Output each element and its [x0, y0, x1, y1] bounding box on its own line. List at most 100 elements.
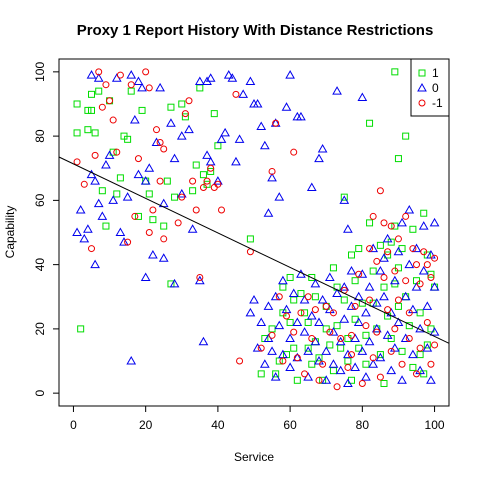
- point-triangle-1-132: [371, 323, 382, 333]
- point-triangle-1-131: [371, 298, 382, 307]
- x-axis-label: Service: [234, 450, 274, 464]
- point-triangle-1-18: [126, 356, 137, 365]
- point-square-0-39: [257, 370, 265, 378]
- point-square-0-33: [199, 171, 207, 179]
- point-triangle-1-54: [245, 76, 256, 85]
- point-circle-2-7: [106, 97, 114, 105]
- point-circle-2-5: [98, 103, 106, 111]
- point-square-0-32: [196, 84, 204, 92]
- point-square-0-83: [366, 219, 374, 227]
- point-triangle-1-133: [375, 266, 386, 275]
- point-circle-2-28: [189, 177, 197, 185]
- point-square-0-115: [423, 341, 431, 349]
- point-square-0-54: [304, 318, 312, 326]
- point-triangle-1-23: [137, 82, 147, 92]
- point-square-0-24: [163, 177, 171, 185]
- point-circle-2-29: [192, 206, 200, 214]
- point-square-0-68: [333, 322, 341, 330]
- point-square-0-69: [337, 344, 345, 352]
- point-triangle-1-13: [108, 195, 119, 204]
- point-triangle-1-129: [368, 243, 379, 253]
- point-circle-2-35: [214, 180, 222, 188]
- point-triangle-1-138: [382, 233, 393, 243]
- point-square-0-84: [366, 119, 374, 127]
- point-circle-2-52: [304, 293, 312, 301]
- point-square-0-22: [149, 216, 157, 224]
- point-triangle-1-88: [285, 333, 295, 343]
- chart-title: Proxy 1 Report History With Distance Res…: [77, 22, 434, 39]
- point-circle-2-96: [416, 280, 424, 288]
- point-triangle-1-113: [339, 314, 350, 323]
- legend-box: [410, 58, 450, 117]
- point-triangle-1-31: [158, 253, 169, 262]
- point-circle-2-25: [178, 193, 186, 201]
- point-triangle-1-36: [176, 131, 187, 140]
- point-triangle-1-152: [408, 349, 418, 359]
- point-circle-2-54: [311, 306, 319, 314]
- point-circle-2-41: [272, 119, 280, 127]
- point-triangle-1-4: [86, 169, 97, 179]
- point-circle-2-72: [369, 212, 377, 220]
- point-triangle-1-144: [393, 317, 404, 326]
- point-triangle-1-136: [379, 291, 389, 301]
- point-triangle-1-100: [310, 278, 321, 288]
- point-triangle-1-70: [332, 86, 342, 95]
- point-triangle-1-71: [339, 195, 350, 204]
- point-circle-2-70: [366, 245, 374, 253]
- point-circle-2-44: [268, 331, 276, 339]
- point-circle-2-61: [337, 335, 345, 343]
- point-circle-2-85: [391, 267, 399, 275]
- point-triangle-1-112: [335, 365, 346, 375]
- point-circle-2-32: [203, 177, 211, 185]
- point-triangle-1-2: [79, 233, 90, 243]
- point-triangle-1-118: [346, 266, 357, 275]
- point-circle-2-14: [134, 155, 142, 163]
- point-triangle-1-41: [198, 336, 209, 346]
- point-triangle-1-5: [86, 70, 97, 79]
- point-circle-2-50: [297, 309, 305, 317]
- point-circle-2-24: [174, 219, 182, 227]
- point-circle-2-76: [376, 187, 384, 195]
- point-square-0-70: [340, 193, 348, 201]
- point-circle-2-38: [236, 357, 244, 365]
- point-circle-2-13: [131, 212, 139, 220]
- point-triangle-1-9: [93, 73, 104, 82]
- point-circle-2-81: [384, 248, 392, 256]
- point-circle-2-37: [232, 90, 240, 98]
- point-square-0-30: [189, 187, 197, 195]
- point-square-0-53: [301, 309, 309, 317]
- point-triangle-1-142: [389, 343, 400, 352]
- legend: 10-1: [410, 58, 450, 117]
- point-triangle-1-16: [119, 237, 129, 246]
- point-circle-2-46: [279, 357, 287, 365]
- point-triangle-1-64: [285, 70, 295, 79]
- y-tick-label-1: 20: [33, 322, 47, 336]
- point-square-0-82: [362, 360, 370, 368]
- point-square-0-27: [171, 193, 179, 201]
- point-square-0-42: [272, 370, 280, 378]
- point-circle-2-91: [405, 309, 413, 317]
- point-triangle-1-143: [393, 246, 404, 256]
- point-circle-2-20: [156, 139, 164, 147]
- point-triangle-1-130: [368, 359, 379, 368]
- point-square-0-76: [351, 277, 359, 285]
- point-circle-2-84: [391, 325, 399, 333]
- point-triangle-1-6: [90, 176, 100, 185]
- point-triangle-1-56: [252, 98, 263, 108]
- point-triangle-1-104: [321, 346, 332, 355]
- point-triangle-1-58: [259, 140, 270, 150]
- point-triangle-1-148: [400, 333, 411, 343]
- point-triangle-1-3: [83, 224, 93, 233]
- point-triangle-1-90: [288, 288, 299, 298]
- point-square-0-9: [98, 187, 106, 195]
- x-axis: 0 20 40 60 80 100: [70, 406, 445, 432]
- point-square-0-14: [116, 174, 124, 182]
- point-square-0-104: [402, 132, 410, 140]
- point-triangle-1-10: [97, 211, 108, 220]
- point-square-0-0: [73, 100, 81, 108]
- legend-label-2: -1: [432, 96, 443, 110]
- point-circle-2-88: [398, 360, 406, 368]
- point-triangle-1-158: [418, 266, 429, 275]
- point-triangle-1-151: [408, 304, 418, 314]
- point-square-0-74: [348, 251, 355, 259]
